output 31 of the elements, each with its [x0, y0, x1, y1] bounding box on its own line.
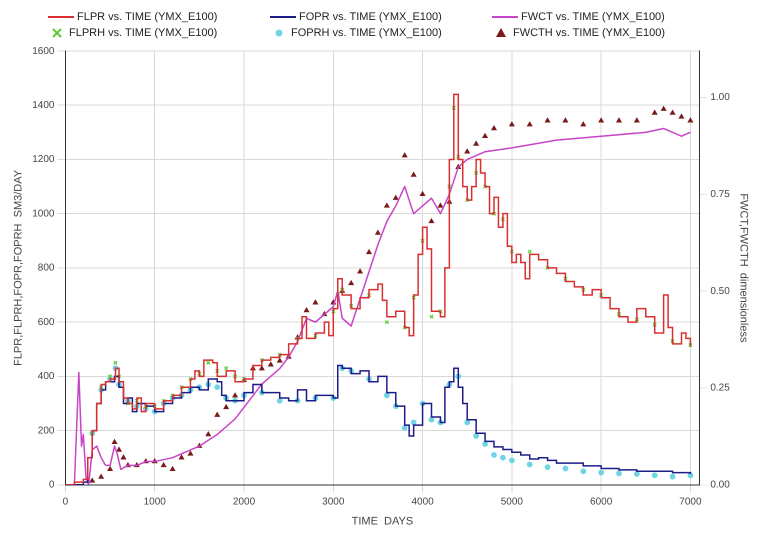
x-tick-label: 3000 — [322, 496, 345, 508]
y-tick-label: 1000 — [32, 208, 55, 220]
legend-label: FLPRH vs. TIME (YMX_E100) — [69, 27, 218, 39]
y-tick-label: 600 — [38, 316, 55, 328]
y-tick-label: 200 — [38, 425, 55, 436]
y-tick-label: 400 — [38, 371, 55, 382]
x-tick-label: 6000 — [590, 496, 613, 508]
y-tick-label: 0 — [48, 480, 55, 491]
legend-label: FOPR vs. TIME (YMX_E100) — [299, 11, 442, 23]
y-tick-label: 1400 — [32, 100, 55, 111]
legend-label: FWCT vs. TIME (YMX_E100) — [521, 11, 665, 23]
y2-tick-label: 0.75 — [710, 189, 730, 200]
y2-tick-label: 0.50 — [710, 286, 730, 297]
y-tick-label: 1600 — [32, 46, 55, 57]
legend-label: FWCTH vs. TIME (YMX_E100) — [513, 27, 665, 39]
y-axis-title: FLPR,FLPRH,FOPR,FOPRH SM3/DAY — [12, 169, 25, 366]
x-tick-label: 4000 — [411, 496, 434, 508]
y2-axis-title: FWCT,FWCTH dimensionless — [737, 193, 750, 343]
legend-label: FOPRH vs. TIME (YMX_E100) — [291, 27, 442, 39]
y-tick-label: 1200 — [32, 154, 55, 166]
x-tick-label: 7000 — [679, 496, 702, 508]
y-tick-label: 800 — [38, 262, 55, 274]
x-tick-label: 1000 — [144, 496, 166, 508]
legend-label: FLPR vs. TIME (YMX_E100) — [77, 11, 218, 23]
x-tick-label: 5000 — [500, 496, 524, 508]
y2-tick-label: 0.25 — [710, 382, 730, 394]
y2-tick-label: 1.00 — [710, 92, 730, 104]
y2-tick-label: 0.00 — [710, 480, 730, 491]
x-axis-title: TIME DAYS — [352, 515, 414, 528]
x-tick-label: 0 — [62, 496, 69, 508]
x-tick-label: 2000 — [232, 496, 256, 508]
